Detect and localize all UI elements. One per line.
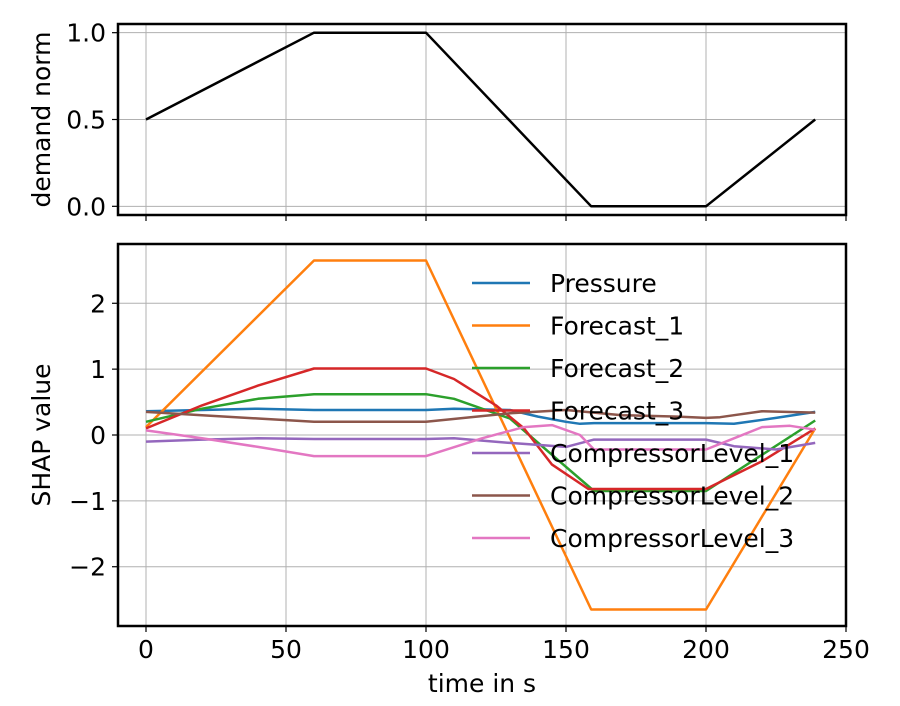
legend-label-CompressorLevel_1: CompressorLevel_1 bbox=[550, 439, 794, 468]
shap-panel: 0 50 100 150 200 250 −2 −1 0 1 2 SHAP value time in … bbox=[27, 242, 870, 698]
series-line-CompressorLevel_3 bbox=[145, 423, 816, 458]
series-line-Pressure bbox=[145, 407, 816, 426]
series-line-demand bbox=[145, 31, 816, 208]
series-line-Forecast_3 bbox=[145, 367, 816, 491]
x-axis-label: time in s bbox=[428, 669, 536, 698]
y-tick-label: 1.0 bbox=[66, 19, 106, 48]
demand-panel: 0.0 0.5 1.0 demand norm bbox=[27, 19, 848, 221]
y-tick-label: 2 bbox=[90, 289, 106, 318]
legend: Pressure Forecast_1 Forecast_2 Forecast_3 Co… bbox=[472, 269, 794, 553]
y-tick-label: 0.0 bbox=[66, 192, 106, 221]
x-tick-label: 0 bbox=[138, 635, 154, 664]
x-tick-label: 150 bbox=[542, 635, 590, 664]
series-line-Forecast_2 bbox=[145, 392, 816, 493]
y-tick-label: −2 bbox=[69, 553, 106, 582]
y-axis-label: SHAP value bbox=[27, 363, 56, 506]
y-tick-label: 1 bbox=[90, 355, 106, 384]
legend-label-Forecast_2: Forecast_2 bbox=[550, 354, 684, 383]
legend-label-CompressorLevel_3: CompressorLevel_3 bbox=[550, 524, 794, 553]
y-tick-label: 0.5 bbox=[66, 106, 106, 135]
legend-label-Forecast_1: Forecast_1 bbox=[550, 312, 684, 341]
legend-label-Forecast_3: Forecast_3 bbox=[550, 397, 684, 426]
x-tick-label: 50 bbox=[270, 635, 302, 664]
series-line-Forecast_1 bbox=[145, 259, 817, 611]
x-tick-label: 250 bbox=[822, 635, 870, 664]
y-tick-label: 0 bbox=[90, 421, 106, 450]
y-axis-label: demand norm bbox=[27, 32, 56, 208]
x-tick-label: 100 bbox=[402, 635, 450, 664]
series-line-CompressorLevel_1 bbox=[145, 437, 816, 451]
legend-label-CompressorLevel_2: CompressorLevel_2 bbox=[550, 482, 794, 511]
series-line-CompressorLevel_2 bbox=[145, 408, 816, 424]
y-tick-label: −1 bbox=[69, 487, 106, 516]
x-tick-label: 200 bbox=[682, 635, 730, 664]
legend-label-Pressure: Pressure bbox=[550, 269, 657, 298]
